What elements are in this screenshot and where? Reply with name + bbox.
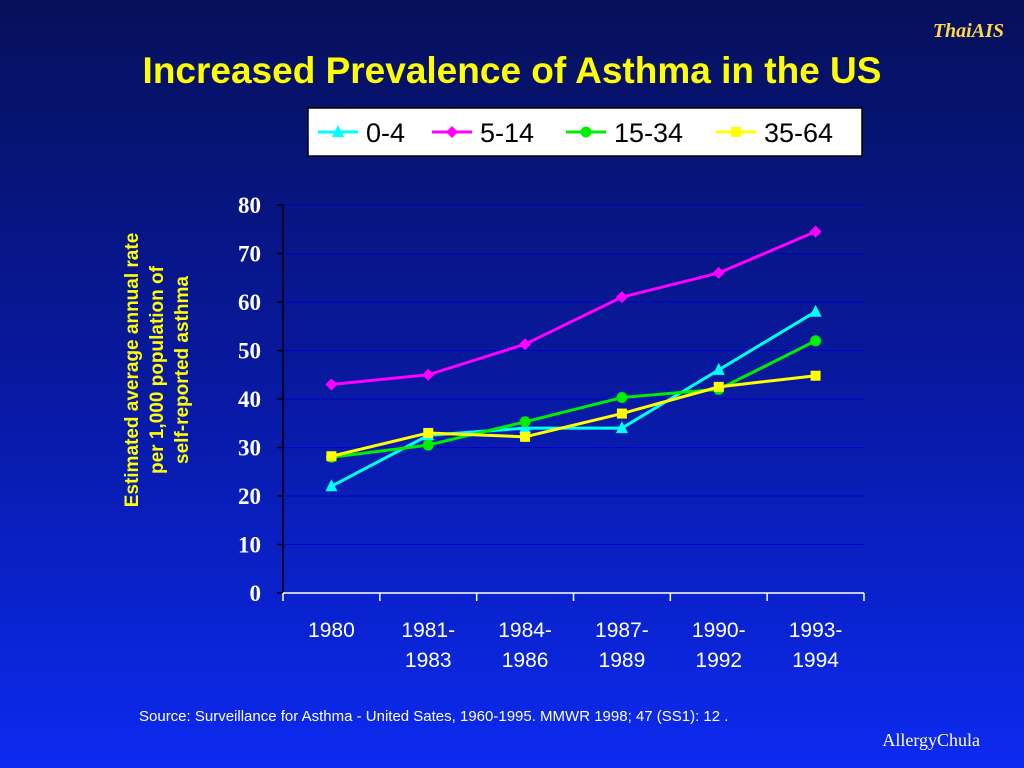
data-point xyxy=(520,431,531,442)
data-point xyxy=(519,416,531,428)
legend-label: 5-14 xyxy=(480,118,534,148)
x-tick-labels: 1980 1981- 1983 1984- 1986 1987- 1989 1990- 1992… xyxy=(308,619,842,672)
data-point xyxy=(712,362,725,375)
brand-logo-bottom: AllergyChula xyxy=(882,730,980,750)
legend-item-0-4: 0-4 xyxy=(318,118,405,148)
data-point xyxy=(809,304,822,317)
data-point xyxy=(325,378,338,391)
legend-label: 35-64 xyxy=(764,118,833,148)
source-note: Source: Surveillance for Asthma - United… xyxy=(139,708,729,725)
series-line xyxy=(331,374,816,458)
y-tick-label: 50 xyxy=(238,339,261,364)
data-point xyxy=(712,266,725,279)
series-line xyxy=(331,230,817,386)
legend-marker xyxy=(446,126,458,138)
y-axis-label-line: Estimated average annual rate xyxy=(122,233,143,508)
x-tick-label: 1994 xyxy=(792,649,839,672)
data-point xyxy=(713,381,724,392)
slide-title: Increased Prevalence of Asthma in the US xyxy=(142,50,882,91)
series-line xyxy=(330,310,817,488)
brand-logo-top: ThaiAIS xyxy=(932,20,1004,42)
legend-label: 15-34 xyxy=(614,118,683,148)
data-point xyxy=(615,291,628,304)
x-tick-label: 1980 xyxy=(308,619,355,642)
y-tick-label: 0 xyxy=(250,581,262,606)
y-tick-label: 70 xyxy=(238,242,261,267)
y-tick-label: 40 xyxy=(238,387,261,412)
x-tick-label: 1986 xyxy=(502,649,549,672)
legend-marker xyxy=(731,127,741,137)
x-tick-label: 1989 xyxy=(599,649,646,672)
data-point xyxy=(615,421,628,434)
y-tick-label: 10 xyxy=(238,533,261,558)
data-point xyxy=(423,427,434,438)
data-point xyxy=(810,335,822,347)
data-point xyxy=(422,368,435,381)
chart-legend: 0-4 5-14 15-34 35-64 xyxy=(307,107,863,157)
data-point xyxy=(616,408,627,419)
y-tick-label: 80 xyxy=(238,193,261,218)
series-0-4 xyxy=(325,304,822,492)
series-35-64 xyxy=(326,370,821,462)
y-axis-label: Estimated average annual rate per 1,000 p… xyxy=(122,233,193,508)
legend-item-35-64: 35-64 xyxy=(716,118,833,148)
gridlines xyxy=(283,204,864,545)
x-tick-label: 1993- xyxy=(789,619,843,642)
legend-marker xyxy=(580,126,592,138)
y-axis-label-line: per 1,000 population of xyxy=(147,265,168,474)
data-point xyxy=(325,479,338,492)
legend-label: 0-4 xyxy=(366,118,405,148)
data-point xyxy=(616,392,628,404)
series-5-14 xyxy=(325,225,822,391)
y-tick-label: 60 xyxy=(238,290,261,315)
x-tick-label: 1992 xyxy=(695,649,742,672)
data-point xyxy=(810,370,821,381)
y-tick-label: 20 xyxy=(238,484,261,509)
legend-item-5-14: 5-14 xyxy=(432,118,534,148)
series-line xyxy=(331,339,817,459)
x-tick-label: 1987- xyxy=(595,619,649,642)
x-tick-label: 1990- xyxy=(692,619,746,642)
axes xyxy=(277,204,865,601)
data-point xyxy=(422,439,434,451)
x-tick-label: 1983 xyxy=(405,649,452,672)
y-axis-label-line: self-reported asthma xyxy=(172,276,193,464)
x-tick-label: 1981- xyxy=(401,619,455,642)
y-tick-label: 30 xyxy=(238,436,261,461)
data-point xyxy=(326,451,337,462)
data-point xyxy=(809,225,822,238)
series-group xyxy=(325,225,822,492)
legend-item-15-34: 15-34 xyxy=(566,118,683,148)
data-point xyxy=(519,338,532,351)
x-tick-label: 1984- xyxy=(498,619,552,642)
legend-marker xyxy=(332,125,344,137)
y-tick-labels: 0 10 20 30 40 50 60 70 80 xyxy=(238,193,261,606)
